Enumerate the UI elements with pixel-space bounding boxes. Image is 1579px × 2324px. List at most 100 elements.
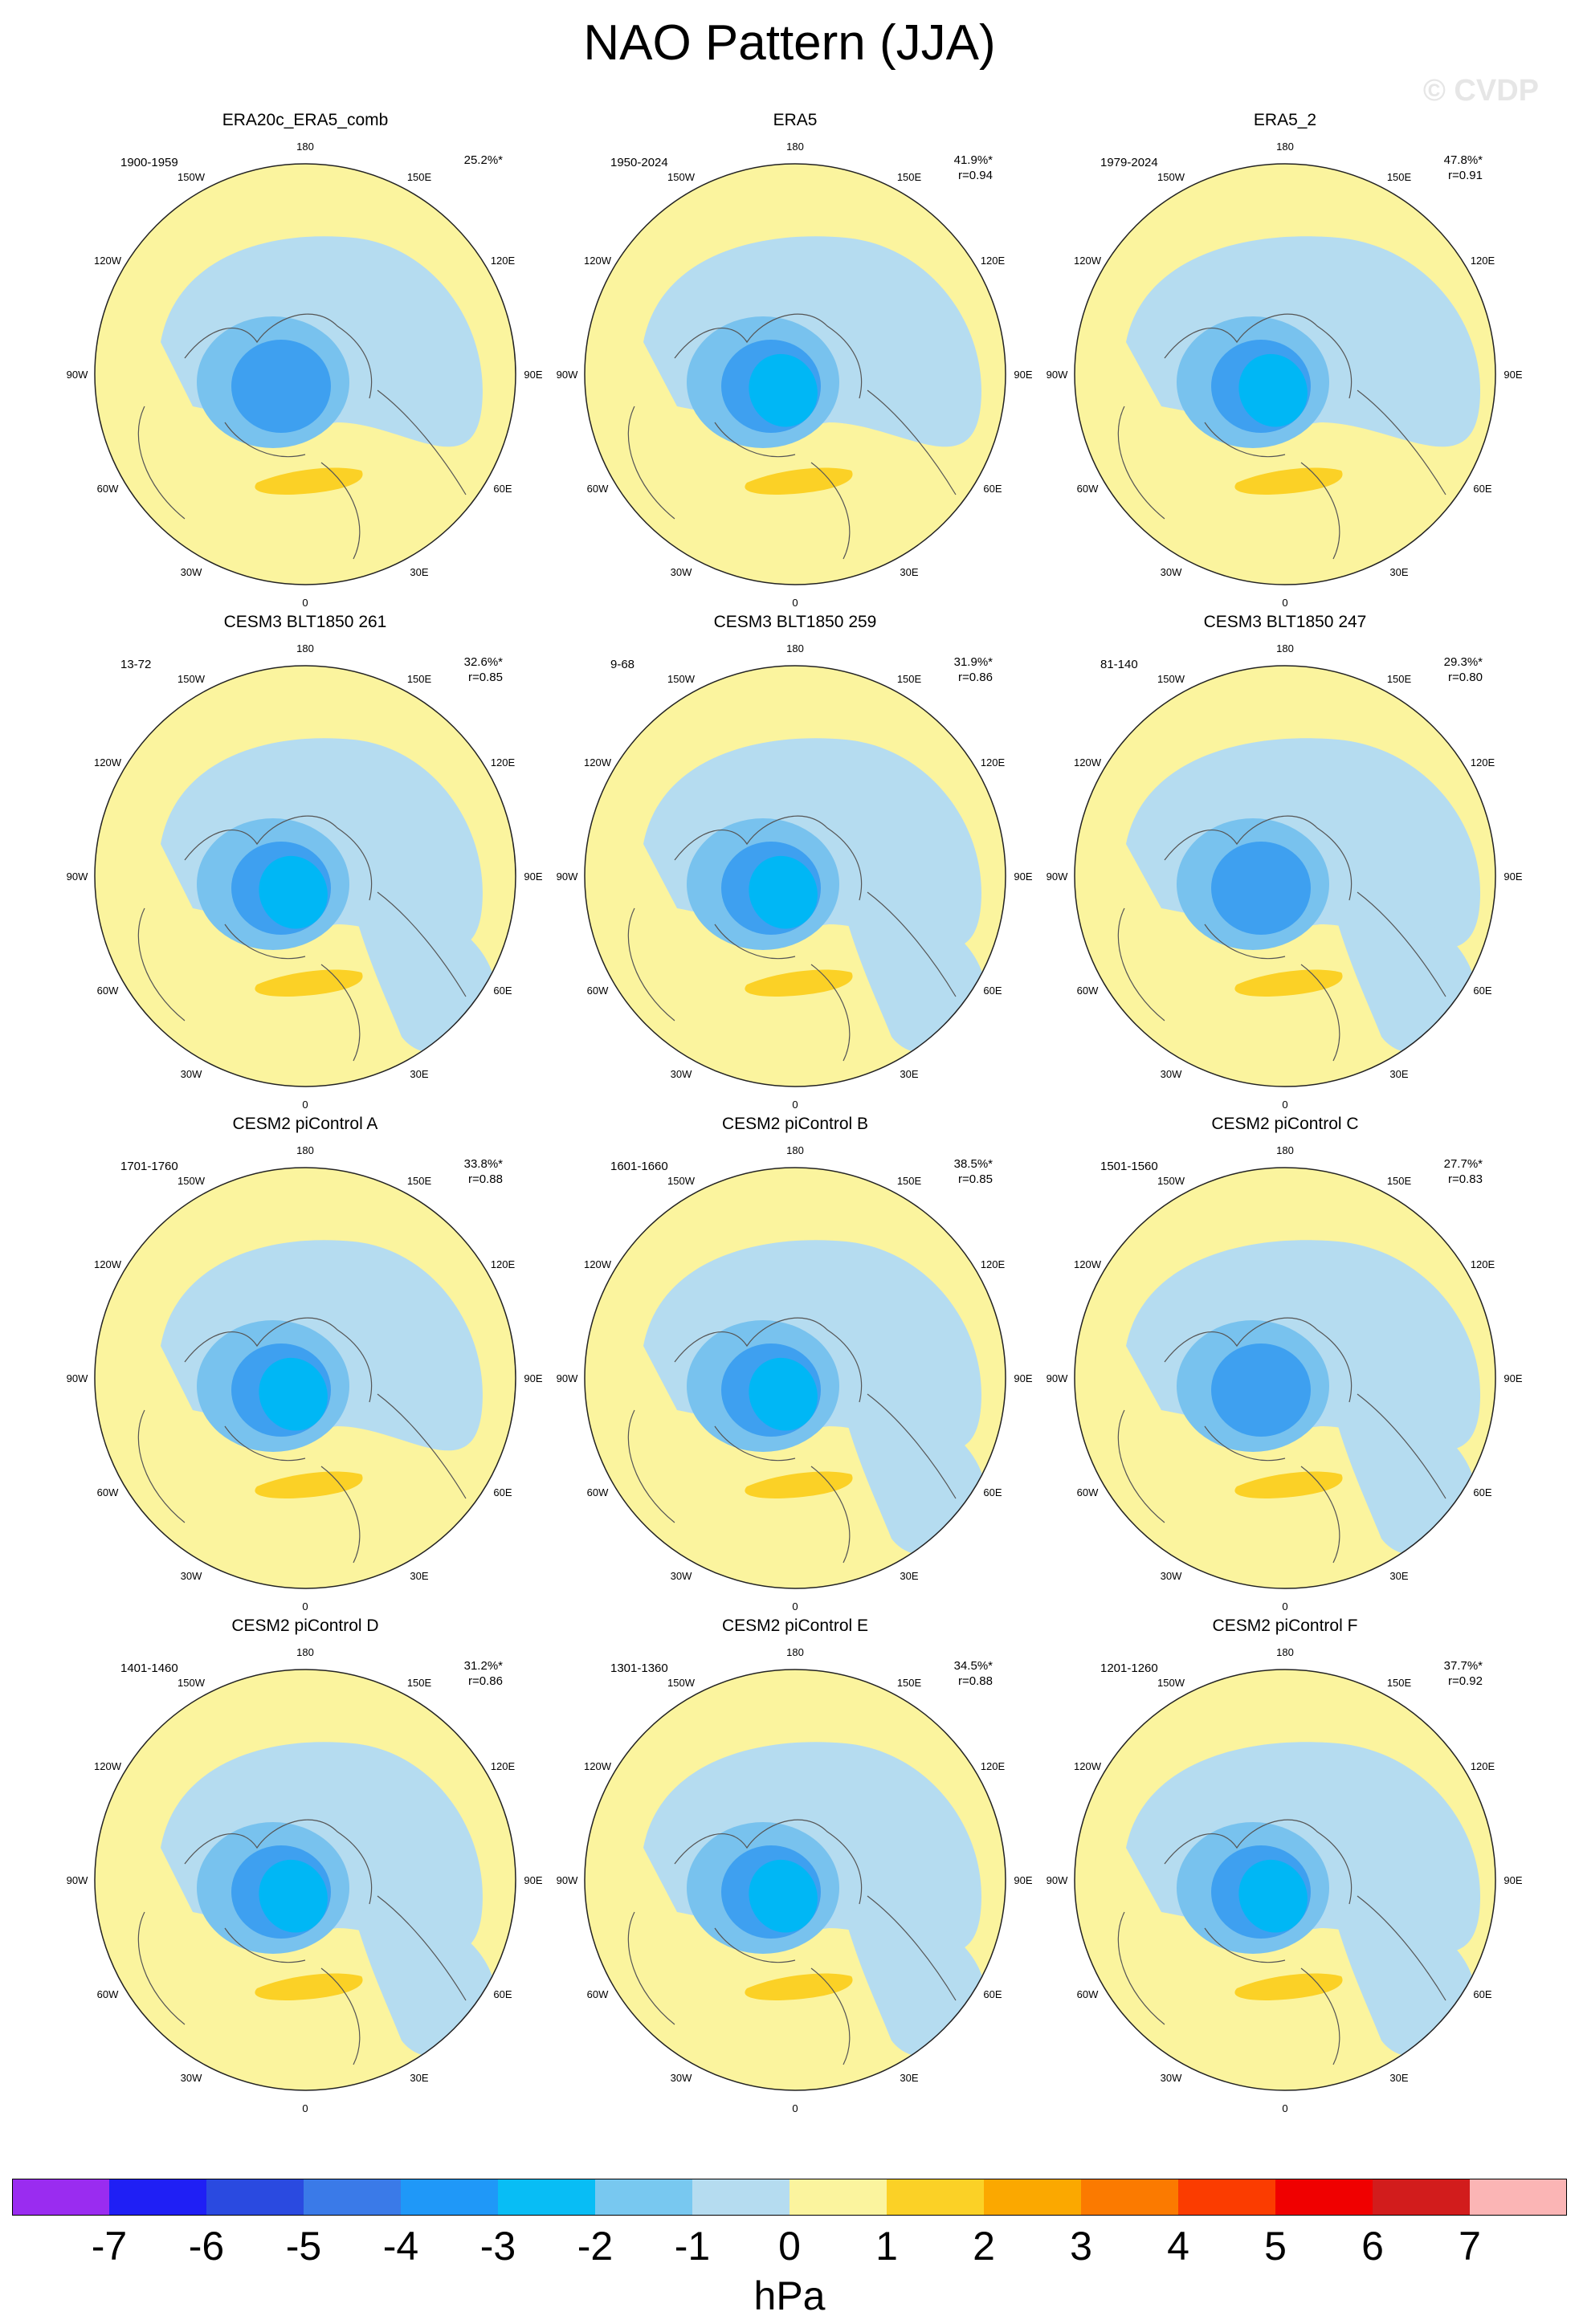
longitude-label: 30E <box>1389 1068 1408 1080</box>
field-negative-core <box>1238 353 1308 427</box>
longitude-label: 0 <box>302 1600 308 1613</box>
panel-stats: 27.7%* r=0.83 <box>1444 1156 1483 1187</box>
map-panel: 180 150E 120E 90E 60E 30E 0 30W 60W 90W 120W 150W CE… <box>546 1115 1044 1613</box>
pattern-correlation: r=0.80 <box>1448 671 1483 684</box>
polar-map: 180 150E 120E 90E 60E 30E 0 30W 60W 90W 120W 150W <box>67 141 543 609</box>
colorbar-swatch <box>498 2179 596 2216</box>
longitude-label: 60W <box>1077 483 1099 495</box>
panel-stats: 41.9%* r=0.94 <box>954 153 993 183</box>
longitude-label: 90E <box>1014 1874 1032 1886</box>
longitude-label: 30E <box>410 1068 428 1080</box>
panel-stats: 38.5%* r=0.85 <box>954 1156 993 1187</box>
map-panel: 180 150E 120E 90E 60E 30E 0 30W 60W 90W 120W 150W CE… <box>1036 1617 1534 2114</box>
panel-stats: 31.2%* r=0.86 <box>464 1658 503 1689</box>
longitude-label: 30E <box>900 2072 918 2084</box>
coastlines <box>1117 1819 1446 2065</box>
polar-map: 180 150E 120E 90E 60E 30E 0 30W 60W 90W 120W 150W <box>557 1646 1033 2114</box>
longitude-label: 90E <box>524 1874 542 1886</box>
map-panel: 180 150E 120E 90E 60E 30E 0 30W 60W 90W 120W 150W ER… <box>546 111 1044 609</box>
longitude-label: 30E <box>410 566 428 578</box>
longitude-label: 90E <box>1014 870 1032 883</box>
longitude-label: 120E <box>981 1760 1006 1772</box>
longitude-label: 60E <box>1473 1988 1491 2000</box>
coastlines <box>137 1819 467 2065</box>
panel-period: 1201-1260 <box>1100 1661 1158 1675</box>
longitude-label: 90E <box>524 870 542 883</box>
pattern-correlation: r=0.83 <box>1448 1172 1483 1186</box>
longitude-label: 0 <box>1282 1600 1287 1613</box>
pattern-correlation: r=0.91 <box>1448 169 1483 182</box>
polar-map: 180 150E 120E 90E 60E 30E 0 30W 60W 90W 120W 150W <box>1047 141 1523 609</box>
longitude-label: 150W <box>667 171 696 183</box>
longitude-label: 90W <box>1047 870 1068 883</box>
longitude-label: 0 <box>302 1099 308 1111</box>
longitude-label: 60W <box>587 1988 609 2000</box>
longitude-label: 60E <box>493 1988 512 2000</box>
explained-variance: 27.7%* <box>1443 1157 1483 1171</box>
longitude-label: 90W <box>1047 1874 1068 1886</box>
panel-period: 1401-1460 <box>120 1661 178 1675</box>
colorbar-tick-label: -6 <box>188 2224 225 2269</box>
longitude-label: 0 <box>792 597 798 609</box>
longitude-label: 120E <box>1471 255 1495 267</box>
watermark: © CVDP <box>1422 74 1539 108</box>
longitude-label: 90E <box>1014 369 1032 381</box>
longitude-label: 30W <box>1161 1068 1182 1080</box>
colorbar-tick-label: 7 <box>1459 2224 1481 2269</box>
longitude-label: 120W <box>1074 756 1102 769</box>
polar-map: 180 150E 120E 90E 60E 30E 0 30W 60W 90W 120W 150W <box>557 642 1033 1111</box>
map-border <box>584 1167 1006 1589</box>
polar-map: 180 150E 120E 90E 60E 30E 0 30W 60W 90W 120W 150W <box>67 642 543 1111</box>
longitude-label: 30W <box>671 1068 692 1080</box>
field-positive-mid <box>1234 969 1343 997</box>
longitude-label: 120W <box>584 756 612 769</box>
coastlines <box>627 313 957 560</box>
field-positive-mid <box>255 467 363 495</box>
explained-variance: 32.6%* <box>463 655 503 669</box>
page-title: NAO Pattern (JJA) <box>583 15 996 71</box>
colorbar-tick-label: 2 <box>973 2224 995 2269</box>
map-border <box>1074 163 1496 585</box>
longitude-label: 90E <box>524 1372 542 1384</box>
panel-stats: 32.6%* r=0.85 <box>464 654 503 685</box>
longitude-label: 0 <box>1282 2102 1287 2114</box>
longitude-label: 120W <box>584 1258 612 1270</box>
colorbar-tick-label: 1 <box>875 2224 898 2269</box>
explained-variance: 38.5%* <box>953 1157 993 1171</box>
field-negative-core <box>259 1357 328 1431</box>
longitude-label: 150W <box>667 673 696 685</box>
coastlines <box>1117 1317 1446 1564</box>
pattern-correlation: r=0.86 <box>468 1674 503 1688</box>
longitude-label: 180 <box>296 642 314 654</box>
panel-period: 1950-2024 <box>610 156 668 169</box>
longitude-label: 90W <box>1047 1372 1068 1384</box>
panel-stats: 37.7%* r=0.92 <box>1444 1658 1483 1689</box>
longitude-label: 180 <box>786 642 804 654</box>
polar-map: 180 150E 120E 90E 60E 30E 0 30W 60W 90W 120W 150W <box>1047 642 1523 1111</box>
field-negative-core <box>259 855 328 929</box>
longitude-label: 60E <box>983 1988 1002 2000</box>
longitude-label: 120E <box>491 255 516 267</box>
longitude-label: 180 <box>296 1144 314 1156</box>
map-border <box>94 1669 516 2091</box>
longitude-label: 150W <box>177 1677 206 1689</box>
panel-title: CESM3 BLT1850 259 <box>713 613 877 631</box>
field-positive-mid <box>1234 1471 1343 1498</box>
colorbar-tick-label: 3 <box>1070 2224 1092 2269</box>
panel-title: ERA5 <box>773 111 818 129</box>
longitude-label: 180 <box>1276 141 1294 153</box>
explained-variance: 29.3%* <box>1443 655 1483 669</box>
colorbar <box>12 2179 1567 2216</box>
longitude-label: 60W <box>587 483 609 495</box>
panel-title: CESM2 piControl A <box>232 1115 378 1133</box>
colorbar-swatch <box>1373 2179 1471 2216</box>
field-negative-strong <box>231 340 331 433</box>
longitude-label: 0 <box>302 597 308 609</box>
longitude-label: 120W <box>94 1760 122 1772</box>
longitude-label: 60W <box>1077 1988 1099 2000</box>
longitude-label: 90E <box>1504 1874 1522 1886</box>
longitude-label: 120W <box>584 255 612 267</box>
longitude-label: 60W <box>587 1486 609 1498</box>
colorbar-tick-label: -4 <box>382 2224 419 2269</box>
panel-stats: 47.8%* r=0.91 <box>1444 153 1483 183</box>
